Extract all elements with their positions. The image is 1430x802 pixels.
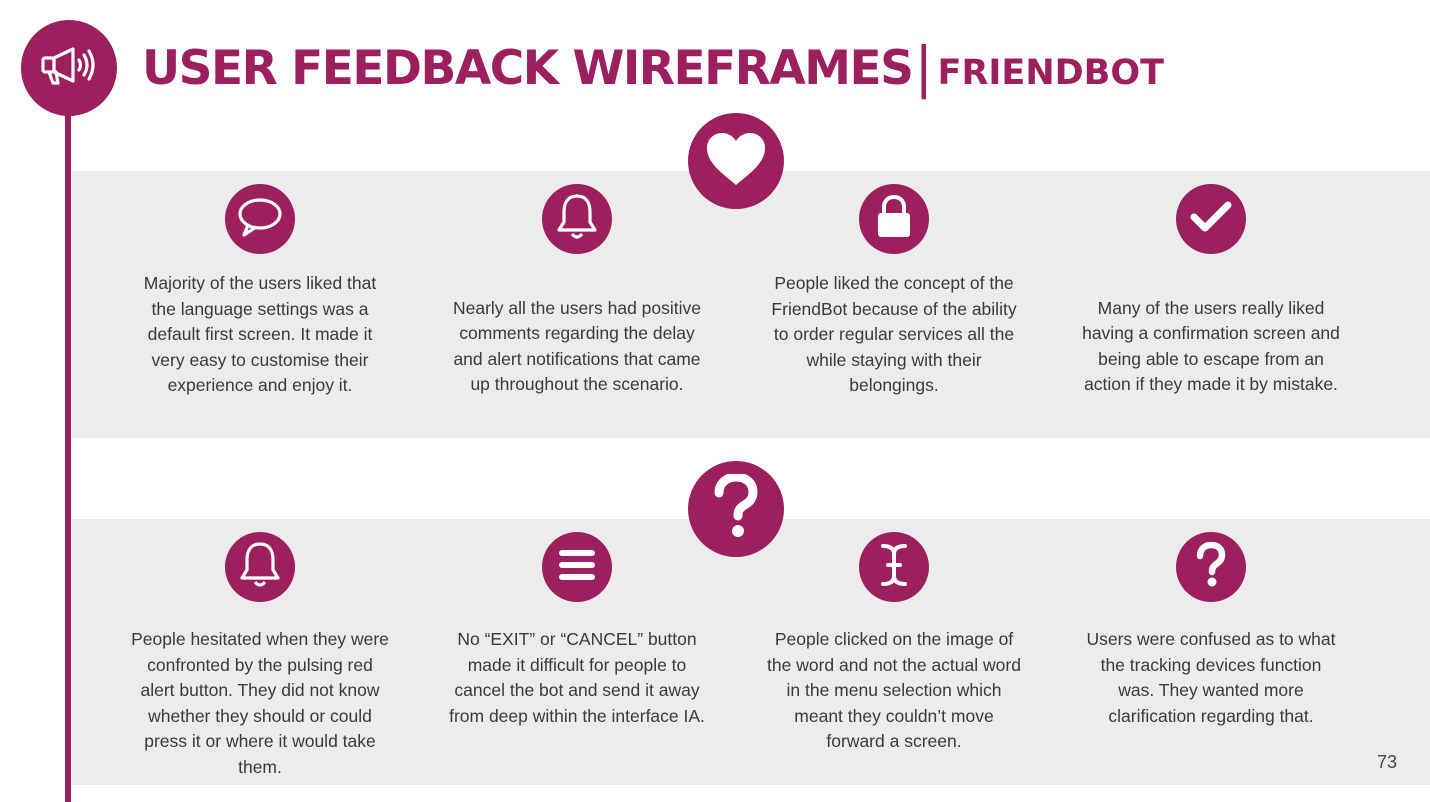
- positive-item-4-text: Many of the users really liked having a …: [1082, 297, 1340, 395]
- text-cursor-icon: [879, 542, 909, 593]
- issue-item-1-text: People hesitated when they were confront…: [131, 629, 389, 777]
- positive-item-1-icon-badge: [225, 184, 295, 254]
- issue-item-4-text: Users were confused as to what the track…: [1086, 629, 1336, 726]
- heart-icon: [705, 131, 767, 192]
- issue-item-3-icon-badge: [859, 532, 929, 602]
- title-divider: |: [914, 35, 934, 99]
- positive-item-2-text: Nearly all the users had positive commen…: [452, 297, 702, 395]
- positive-item-4-icon-badge: [1176, 184, 1246, 254]
- bell-icon: [555, 192, 599, 247]
- issue-item-4-icon-badge: [1176, 532, 1246, 602]
- issue-item-3-text: People clicked on the image of the word …: [767, 629, 1021, 751]
- checkmark-icon: [1189, 199, 1233, 240]
- positive-item-3-icon-badge: [859, 184, 929, 254]
- title-main: USER FEEDBACK WIREFRAMES: [142, 41, 914, 96]
- issue-item-2-icon-badge: [542, 532, 612, 602]
- issue-item-1-icon-badge: [225, 532, 295, 602]
- positive-item-3-text: People liked the concept of the FriendBo…: [771, 273, 1017, 395]
- title-subtitle: FRIENDBOT: [937, 53, 1164, 93]
- timeline-line: [65, 100, 71, 802]
- lock-icon: [874, 194, 914, 245]
- page-number: 73: [1377, 752, 1398, 772]
- megaphone-icon: [39, 44, 99, 93]
- question-mark-icon: [711, 471, 761, 545]
- megaphone-badge: [21, 20, 117, 116]
- question-mark-icon: [1194, 541, 1228, 593]
- menu-icon: [557, 548, 597, 587]
- positive-item-2-icon-badge: [542, 184, 612, 254]
- issue-item-2-text: No “EXIT” or “CANCEL” button made it dif…: [449, 629, 705, 726]
- positive-item-1-text: Majority of the users liked that the lan…: [143, 273, 377, 395]
- issues-section-badge: [688, 461, 784, 557]
- positive-section-badge: [688, 113, 784, 209]
- bell-icon: [238, 540, 282, 595]
- speech-bubble-icon: [236, 196, 284, 243]
- page-title: USER FEEDBACK WIREFRAMES| FRIENDBOT: [142, 38, 1164, 96]
